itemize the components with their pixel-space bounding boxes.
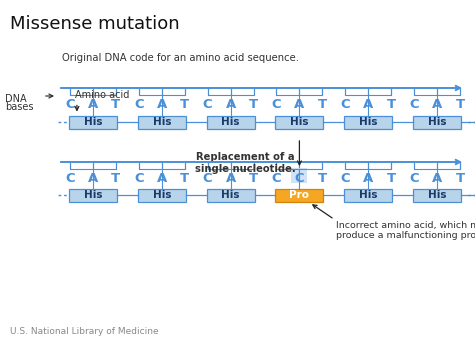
Text: His: His [428, 190, 446, 200]
Text: T: T [111, 172, 121, 185]
Text: C: C [65, 172, 75, 185]
Text: A: A [363, 172, 373, 185]
Text: T: T [249, 172, 258, 185]
Text: bases: bases [5, 102, 34, 112]
Text: A: A [363, 98, 373, 111]
Text: His: His [428, 117, 446, 127]
Text: Amino acid: Amino acid [75, 91, 129, 100]
Text: C: C [294, 172, 304, 185]
Text: T: T [111, 98, 121, 111]
Text: T: T [180, 172, 189, 185]
Text: T: T [318, 172, 327, 185]
Text: T: T [318, 98, 327, 111]
FancyBboxPatch shape [69, 116, 117, 128]
Text: T: T [180, 98, 189, 111]
Text: C: C [65, 98, 75, 111]
Text: A: A [294, 98, 304, 111]
Text: His: His [152, 190, 171, 200]
Text: A: A [88, 172, 98, 185]
Text: DNA: DNA [5, 94, 27, 104]
FancyBboxPatch shape [69, 189, 117, 202]
Text: Missense mutation: Missense mutation [10, 15, 180, 33]
FancyBboxPatch shape [138, 116, 186, 128]
Text: C: C [409, 172, 419, 185]
Text: A: A [88, 98, 98, 111]
Text: A: A [157, 98, 167, 111]
Text: Pro: Pro [289, 190, 309, 200]
Text: His: His [152, 117, 171, 127]
Text: His: His [359, 117, 378, 127]
FancyBboxPatch shape [207, 116, 255, 128]
FancyBboxPatch shape [344, 189, 392, 202]
Text: His: His [221, 117, 240, 127]
Text: C: C [272, 172, 281, 185]
FancyBboxPatch shape [291, 168, 307, 183]
Text: T: T [456, 98, 465, 111]
Text: C: C [203, 172, 212, 185]
Text: C: C [341, 172, 350, 185]
Text: His: His [359, 190, 378, 200]
Text: T: T [456, 172, 465, 185]
FancyBboxPatch shape [207, 189, 255, 202]
Text: A: A [157, 172, 167, 185]
Text: Incorrect amino acid, which may
produce a malfunctioning protein.: Incorrect amino acid, which may produce … [336, 220, 475, 240]
Text: A: A [432, 98, 442, 111]
Text: His: His [84, 117, 102, 127]
Text: C: C [134, 172, 143, 185]
Text: C: C [272, 98, 281, 111]
FancyBboxPatch shape [413, 189, 461, 202]
FancyBboxPatch shape [413, 116, 461, 128]
Text: T: T [387, 98, 396, 111]
Text: C: C [409, 98, 419, 111]
FancyBboxPatch shape [344, 116, 392, 128]
Text: A: A [432, 172, 442, 185]
Text: C: C [134, 98, 143, 111]
Text: His: His [84, 190, 102, 200]
Text: T: T [249, 98, 258, 111]
Text: His: His [290, 117, 309, 127]
Text: T: T [387, 172, 396, 185]
Text: His: His [221, 190, 240, 200]
Text: U.S. National Library of Medicine: U.S. National Library of Medicine [10, 327, 159, 336]
Text: A: A [226, 98, 236, 111]
Text: A: A [226, 172, 236, 185]
FancyBboxPatch shape [276, 116, 323, 128]
Text: C: C [341, 98, 350, 111]
Text: C: C [203, 98, 212, 111]
Text: Original DNA code for an amino acid sequence.: Original DNA code for an amino acid sequ… [62, 53, 299, 63]
Text: Replacement of a
single nucleotide.: Replacement of a single nucleotide. [195, 152, 295, 174]
FancyBboxPatch shape [138, 189, 186, 202]
FancyBboxPatch shape [276, 189, 323, 202]
